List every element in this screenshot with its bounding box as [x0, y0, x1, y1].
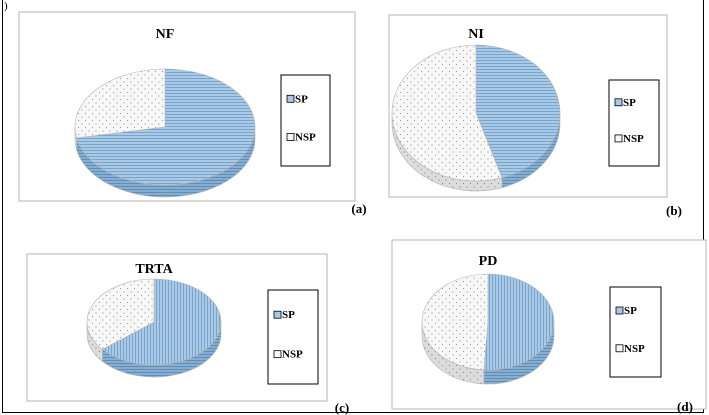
pie-slice-sp: [76, 68, 256, 186]
chart-title: PD: [479, 254, 498, 269]
legend-box: [608, 79, 660, 167]
pie-slice-nsp: [74, 68, 166, 139]
pie-slice-sp: [475, 44, 561, 179]
pie-panel-1: NF SP NSP (a): [18, 11, 367, 216]
pie-panel-2: NI SP NSP (b): [388, 14, 682, 218]
legend-box: [280, 74, 331, 167]
legend-entry-sp: SP: [623, 97, 636, 109]
panel-label: (c): [335, 400, 349, 415]
legend-swatch-sp: [615, 306, 624, 315]
legend-swatch-sp: [286, 94, 295, 103]
legend-entry-nsp: NSP: [623, 133, 644, 145]
pie-slice-nsp: [391, 44, 503, 182]
legend-box: [267, 289, 319, 385]
pie-slice-sp: [101, 278, 222, 366]
legend-swatch-nsp: [286, 133, 295, 141]
pie-slice-sp: [483, 273, 555, 371]
corner-mark: ): [4, 0, 8, 12]
legend: SP NSP: [608, 79, 660, 167]
legend-entry-nsp: NSP: [282, 349, 303, 361]
legend-swatch-sp: [614, 98, 623, 107]
legend-swatch-nsp: [615, 344, 624, 353]
legend-swatch-sp: [273, 310, 282, 319]
legend: SP NSP: [280, 74, 331, 167]
chart-title: NI: [468, 27, 484, 42]
chart-title: TRTA: [135, 262, 173, 277]
legend-entry-sp: SP: [624, 305, 637, 317]
legend-swatch-nsp: [273, 350, 282, 359]
legend-entry-nsp: NSP: [295, 132, 316, 144]
panel-label: (b): [666, 203, 682, 218]
pie-slice-nsp: [86, 278, 155, 350]
legend-entry-nsp: NSP: [624, 343, 645, 355]
chart-title: NF: [156, 27, 175, 42]
legend-entry-sp: SP: [295, 93, 308, 105]
legend-swatch-nsp: [614, 134, 623, 143]
legend-box: [609, 286, 662, 378]
panel-label: (d): [677, 399, 693, 414]
pie-slice-nsp: [421, 273, 489, 371]
chart-panels: NF SP NSP (a) NI SP NSP (b) TRTA SP NSP (c) PD SP NSP (…: [18, 11, 707, 415]
panel-label: (a): [351, 201, 366, 216]
legend: SP NSP: [609, 286, 662, 378]
legend-entry-sp: SP: [282, 309, 295, 321]
pie-panel-3: TRTA SP NSP (c): [26, 253, 349, 415]
legend: SP NSP: [267, 289, 319, 385]
pie-panel-4: PD SP NSP (d): [391, 239, 707, 414]
